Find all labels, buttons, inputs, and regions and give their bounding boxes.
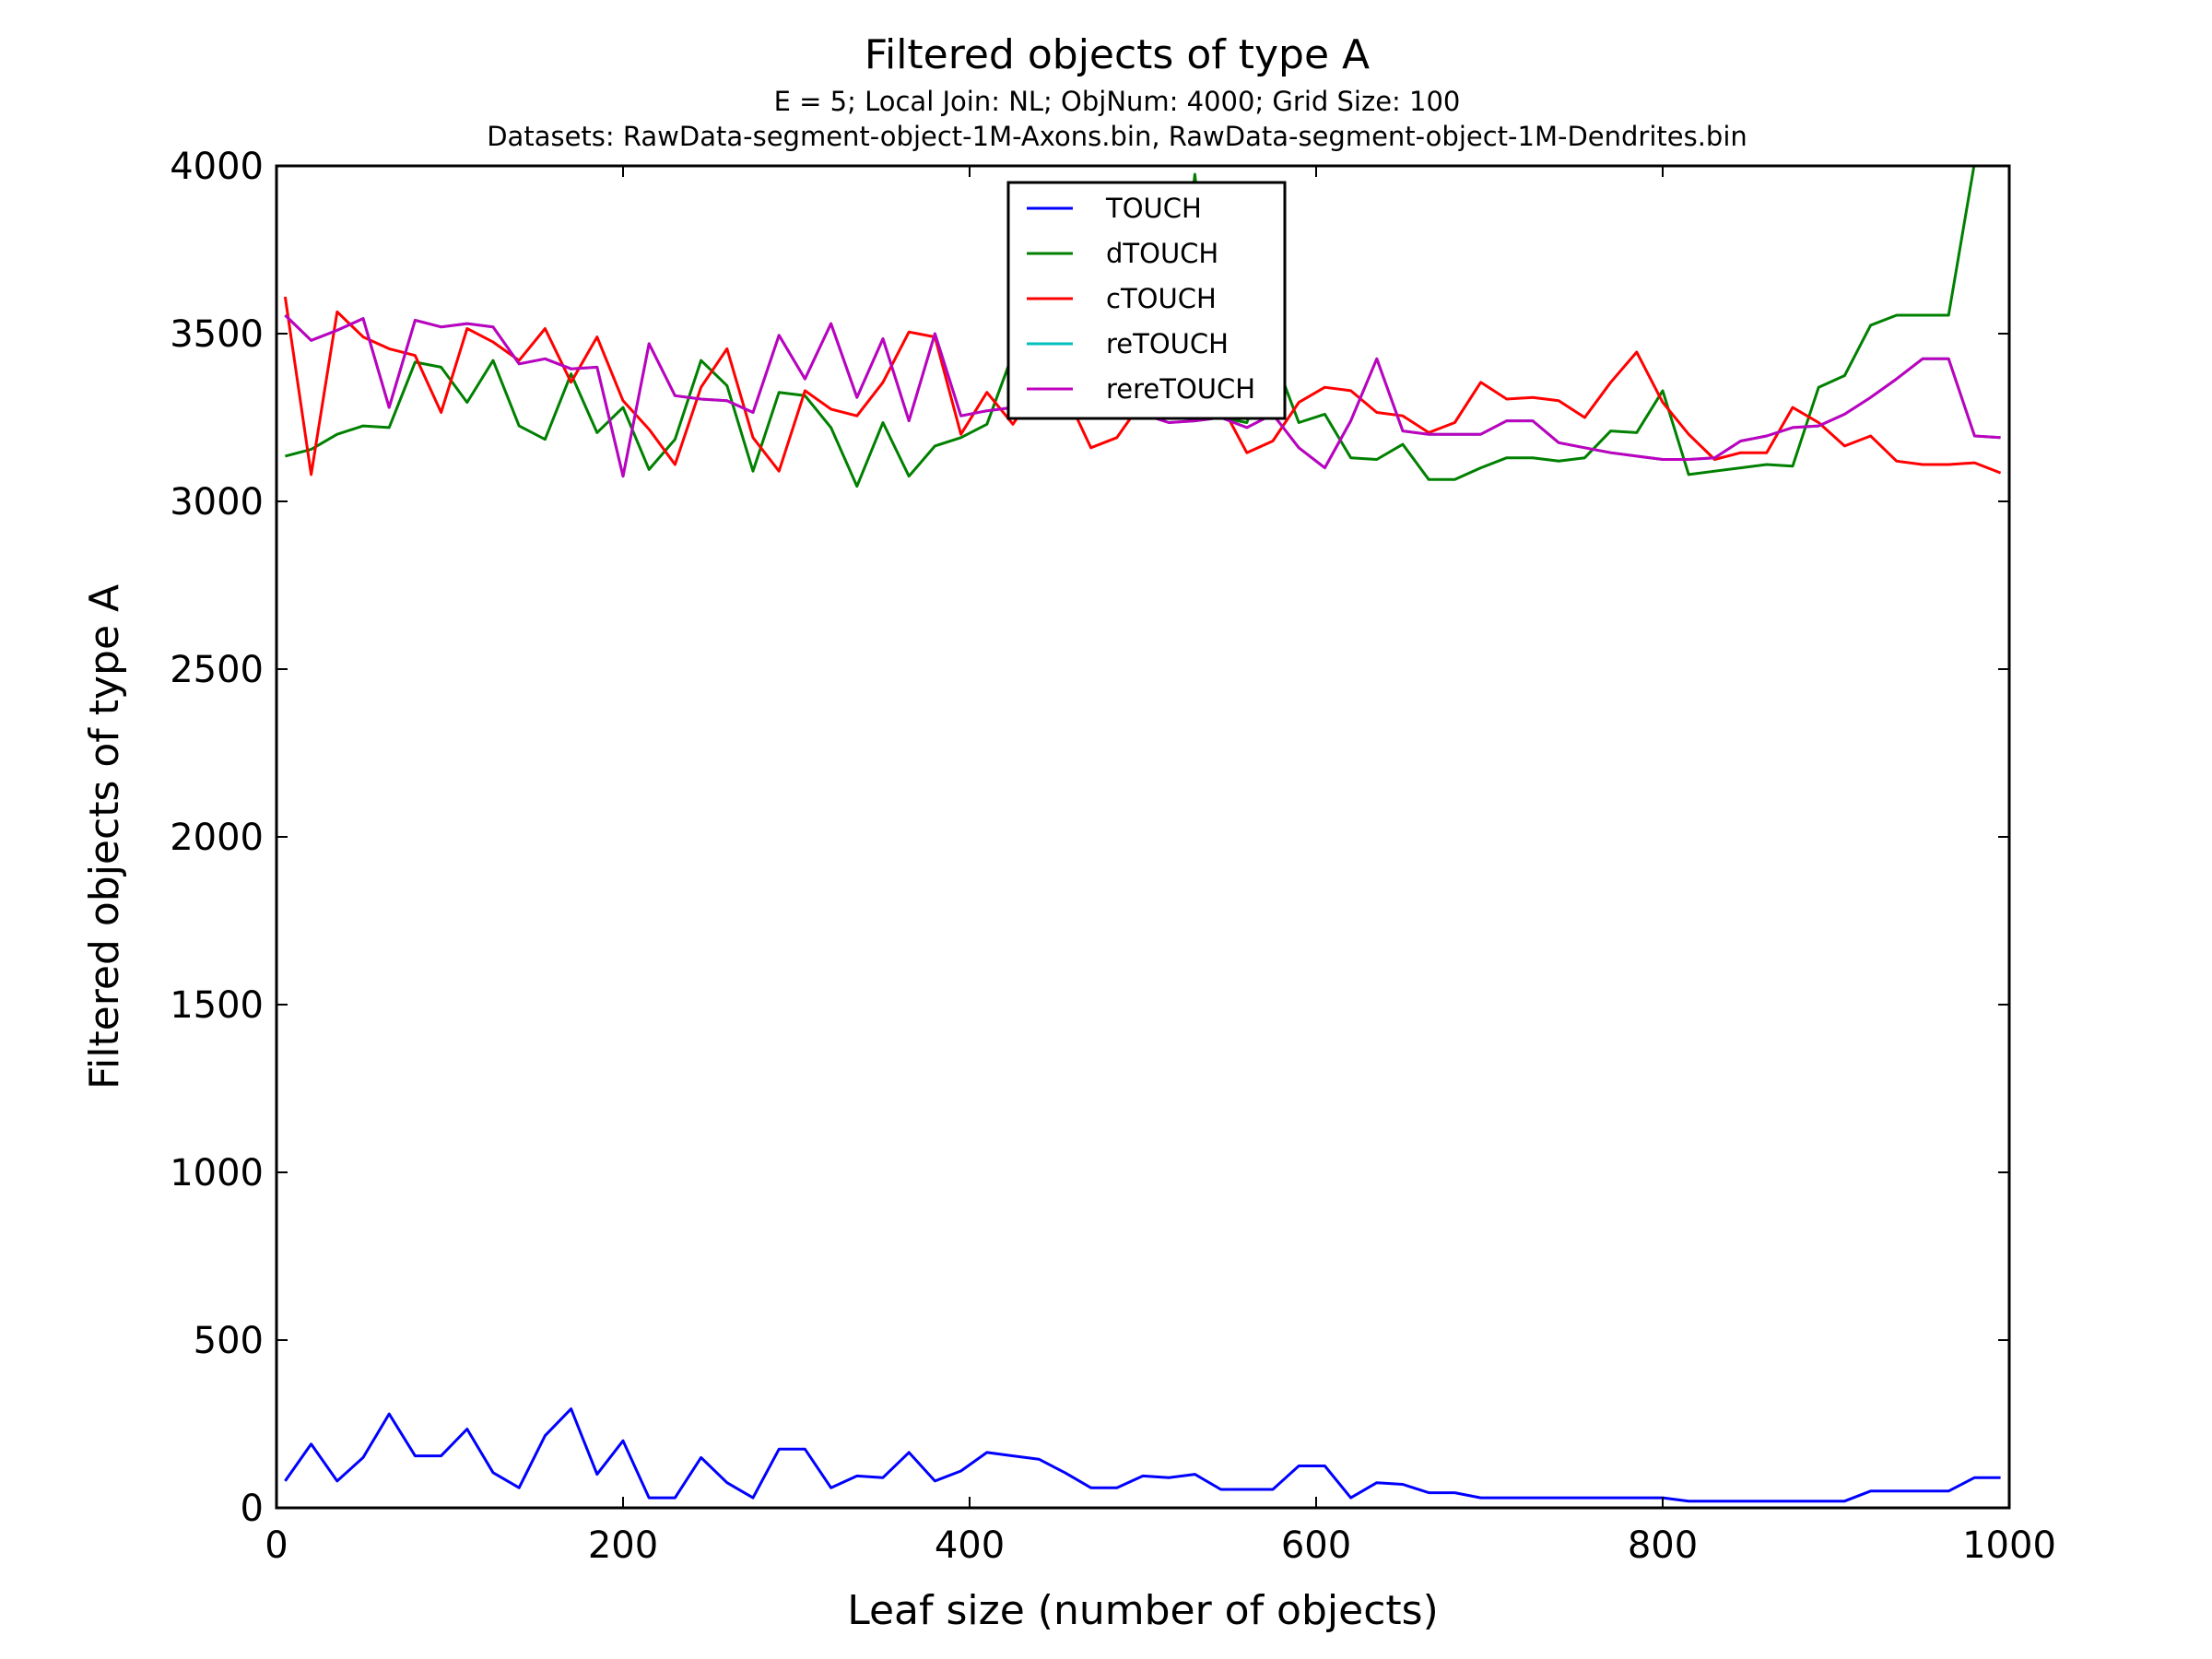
x-tick-label: 800 <box>1628 1524 1698 1567</box>
chart-subtitle-line-2: Datasets: RawData-segment-object-1M-Axon… <box>487 121 1747 152</box>
y-tick-label: 2000 <box>170 817 264 859</box>
y-tick-label: 2500 <box>170 649 264 691</box>
series-line-touch <box>284 1407 2001 1503</box>
x-tick-label: 1000 <box>1962 1524 2056 1567</box>
chart-subtitle-line-1: E = 5; Local Join: NL; ObjNum: 4000; Gri… <box>774 86 1461 117</box>
y-tick-label: 1500 <box>170 984 264 1027</box>
legend-label-ctouch: cTOUCH <box>1106 283 1217 314</box>
y-tick-label: 3000 <box>170 481 264 524</box>
y-tick-label: 1000 <box>170 1152 264 1194</box>
x-tick-label: 200 <box>588 1524 658 1567</box>
legend: TOUCH dTOUCH cTOUCH reTOUCH rereTOUCH <box>1006 181 1287 420</box>
x-axis-label: Leaf size (number of objects) <box>847 1587 1439 1634</box>
legend-box <box>1006 181 1287 420</box>
chart-title: Filtered objects of type A <box>865 31 1370 78</box>
legend-label-retouch: reTOUCH <box>1106 328 1229 359</box>
legend-label-dtouch: dTOUCH <box>1106 238 1218 269</box>
x-tick-label: 400 <box>935 1524 1005 1567</box>
legend-label-reretouch: rereTOUCH <box>1106 373 1255 405</box>
legend-label-touch: TOUCH <box>1105 193 1202 224</box>
x-tick-label: 0 <box>265 1524 288 1567</box>
y-tick-label: 500 <box>194 1320 264 1362</box>
y-tick-label: 4000 <box>170 146 264 188</box>
y-axis-label: Filtered objects of type A <box>81 584 128 1089</box>
y-tick-label: 3500 <box>170 313 264 356</box>
y-tick-label: 0 <box>241 1488 264 1530</box>
ticks-layer: 0 200 400 600 800 1000 0 500 1000 1500 2000 2500 300… <box>170 146 2056 1567</box>
x-tick-label: 600 <box>1281 1524 1351 1567</box>
